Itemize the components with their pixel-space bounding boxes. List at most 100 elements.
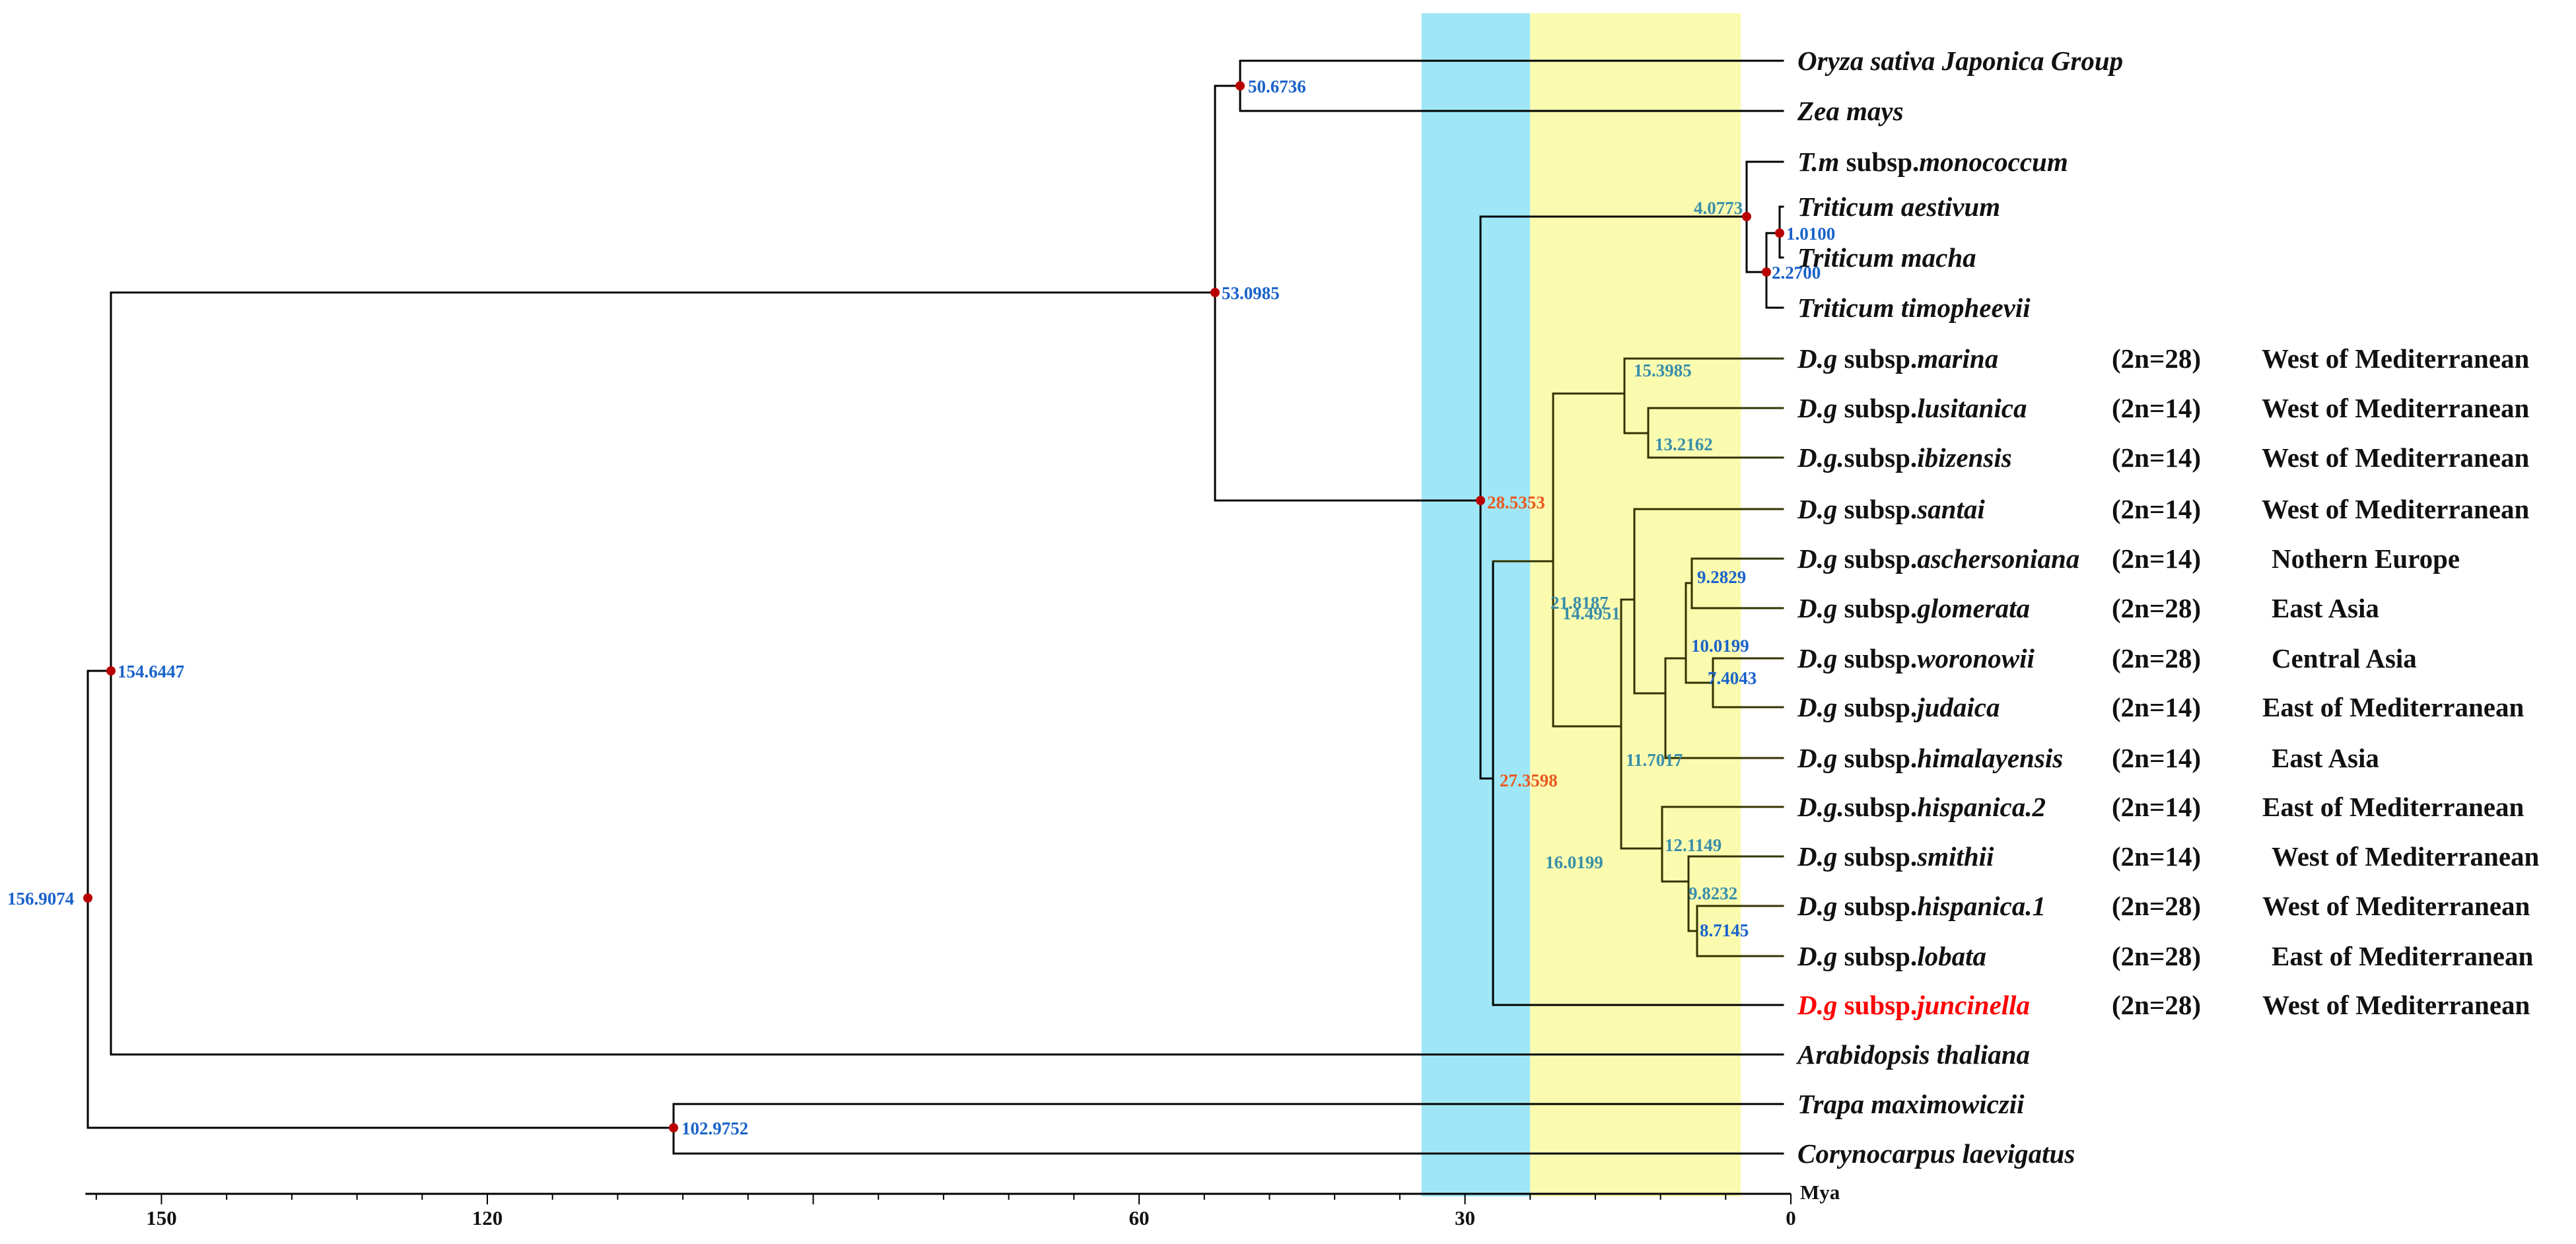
node-age-label: 8.7145 [1700,920,1749,940]
ploidy-label: (2n=28) [2112,941,2201,971]
taxon-name-part: aschersoniana [1917,543,2079,574]
node-age-label: 10.0199 [1691,636,1749,656]
region-label: West of Mediterranean [2272,841,2540,872]
node-age-label: 11.7017 [1626,750,1683,770]
taxon-name-part: lobata [1917,941,1986,971]
taxon-name-part: Arabidopsis thaliana [1795,1039,2030,1070]
taxon-name: D.g subsp.aschersoniana [1797,543,2079,574]
taxon-name-part: Triticum macha [1797,242,1976,273]
ploidy-label: (2n=14) [2112,692,2201,722]
time-band-cyan [1421,13,1531,1196]
ploidy-label: (2n=14) [2112,442,2201,473]
region-label: East of Mediterranean [2262,792,2524,822]
taxon-name-part: subsp. [1837,494,1917,524]
taxon-name-part: subsp. [1837,891,1917,921]
taxon-name-part: subsp. [1844,792,1918,822]
taxon-name-part: D.g [1797,743,1837,773]
taxon-name-part: santai [1916,494,1985,524]
taxon-name: D.g subsp.himalayensis [1797,743,2063,773]
region-label: West of Mediterranean [2262,393,2530,423]
node-age-label: 9.2829 [1697,567,1746,587]
taxon-name-part: subsp. [1837,841,1917,872]
taxon-name-part: Triticum timopheevii [1797,293,2031,323]
taxon-name-part: woronowii [1917,643,2035,674]
ploidy-label: (2n=28) [2112,343,2201,374]
node-age-label: 156.9074 [7,889,74,909]
region-label: East of Mediterranean [2262,692,2524,722]
node-age-label: 7.4043 [1708,668,1757,688]
node-age-label: 9.8232 [1688,883,1737,903]
taxon-name: T.m subsp.monococcum [1797,147,2068,177]
taxon-name-part: subsp. [1844,442,1918,473]
region-label: West of Mediterranean [2262,494,2530,524]
taxon-name-part: monococcum [1919,147,2068,177]
taxon-name-part: subsp. [1837,393,1917,423]
taxon-name: D.g subsp.judaica [1797,692,2000,722]
taxon-name: D.g subsp.lusitanica [1797,393,2027,423]
axis-tick-label: 60 [1129,1206,1150,1229]
axis-tick-label: 150 [146,1206,177,1229]
taxon-name-part: D.g [1797,643,1837,674]
taxon-name-part: D.g [1797,692,1837,722]
taxon-name-part: ibizensis [1917,442,2012,473]
taxon-name: D.g subsp.woronowii [1797,643,2035,674]
node-age-labels: 156.9074 154.6447 102.9752 53.0985 50.6736 28… [7,77,1835,1138]
taxon-name: Triticum macha [1797,242,1976,273]
ploidy-label: (2n=14) [2112,841,2201,872]
region-label: West of Mediterranean [2262,990,2530,1020]
node-age-label: 102.9752 [681,1119,748,1138]
region-label: East of Mediterranean [2272,941,2533,971]
node-age-label: 50.6736 [1248,77,1306,96]
region-label: Nothern Europe [2272,543,2460,574]
node-age-label: 2.2700 [1772,263,1821,283]
ploidy-label: (2n=14) [2112,743,2201,773]
taxon-name-part: subsp. [1837,343,1917,374]
taxon-name: D.g subsp.hispanica.1 [1797,891,2046,921]
taxon-name-part: D.g [1797,343,1837,374]
node-age-label: 27.3598 [1500,771,1558,790]
node-age-label: 1.0100 [1786,224,1835,244]
taxon-name-part: subsp. [1837,941,1917,971]
taxon-name-part: Trapa maximowiczii [1797,1089,2025,1119]
node-age-label: 28.5353 [1487,493,1545,512]
taxon-name: D.g subsp.juncinella [1797,990,2030,1020]
taxon-name-part: marina [1917,343,1998,374]
ploidy-label: (2n=14) [2112,393,2201,423]
axis-tick-label: 0 [1786,1206,1796,1229]
taxon-name-part: D.g [1797,841,1837,872]
region-label: Central Asia [2272,643,2417,674]
taxon-name-part: D.g [1797,990,1837,1020]
ploidy-label: (2n=28) [2112,593,2201,623]
taxon-name-part: glomerata [1916,593,2030,623]
taxon-name-part: Corynocarpus laevigatus [1797,1138,2075,1169]
node-markers [83,81,1784,1132]
region-label: East Asia [2272,593,2379,623]
node-dot [1762,267,1771,277]
node-age-label: 21.8187 [1550,593,1609,613]
ploidy-label: (2n=28) [2112,990,2201,1020]
node-dot [83,893,92,903]
taxon-name-part: D.g [1797,593,1837,623]
node-dot [106,666,116,675]
taxon-name-part: D.g [1797,543,1837,574]
taxon-name: Oryza sativa Japonica Group [1797,46,2123,76]
taxon-name: Zea mays [1797,96,1904,126]
ploidy-label: (2n=14) [2112,792,2201,822]
taxon-name: Corynocarpus laevigatus [1797,1138,2075,1169]
node-age-label: 16.0199 [1545,852,1603,872]
axis-unit-label: Mya [1800,1181,1840,1204]
taxon-name-part: subsp. [1837,692,1917,722]
taxon-name-part: D.g [1797,393,1837,423]
node-dot [669,1123,678,1132]
taxon-name-part: lusitanica [1917,393,2027,423]
taxon-name: D.g.subsp.ibizensis [1797,442,2012,473]
taxon-name-part: smithii [1916,841,1994,872]
ploidy-label: (2n=28) [2112,643,2201,674]
taxon-name-part: T.m [1797,147,1839,177]
taxon-name-part: subsp. [1837,543,1917,574]
taxon-name-part: D.g [1797,941,1837,971]
node-dot [1236,81,1245,90]
region-label: West of Mediterranean [2262,442,2530,473]
node-dot [1742,212,1751,221]
